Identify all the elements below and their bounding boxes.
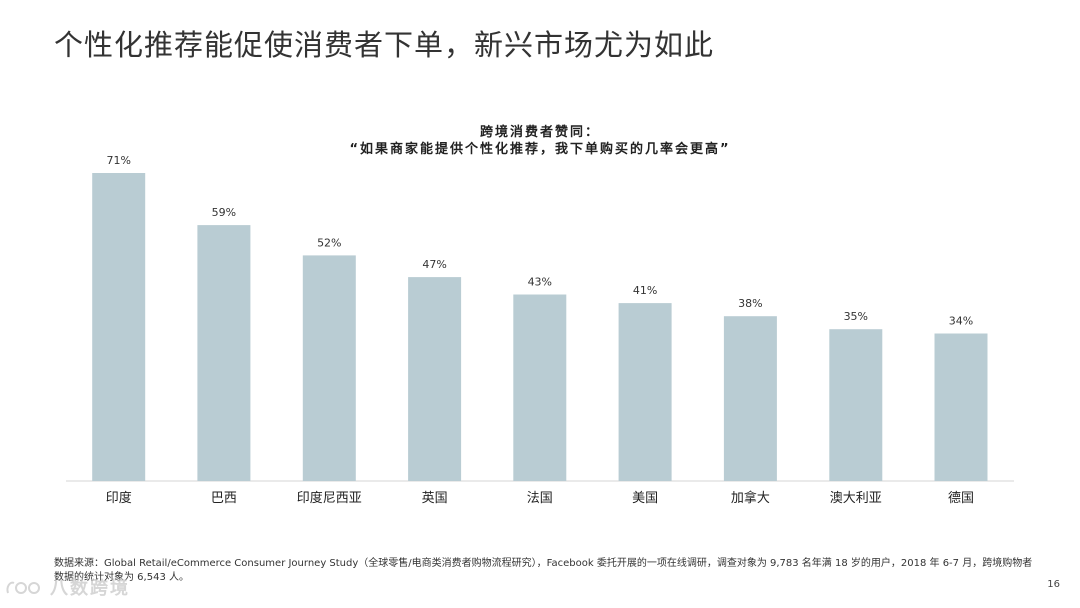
value-label-5: 43%: [528, 276, 552, 289]
value-label-6: 41%: [633, 284, 657, 297]
value-label-9: 34%: [949, 315, 973, 328]
bar-3: [302, 255, 356, 481]
category-label-8: 澳大利亚: [830, 490, 882, 506]
bar-9: [934, 333, 988, 481]
category-label-3: 印度尼西亚: [297, 490, 362, 506]
value-label-2: 59%: [212, 206, 236, 219]
bar-2: [197, 225, 251, 481]
bar-5: [513, 294, 567, 481]
bar-4: [408, 277, 462, 481]
chart-title-line1: 跨境消费者赞同：: [479, 125, 600, 140]
watermark-logo-icon: [6, 581, 40, 594]
value-label-1: 71%: [106, 154, 130, 167]
source-note: 数据来源：Global Retail/eCommerce Consumer Jo…: [54, 558, 1033, 583]
bar-chart: 71% 印度 59% 巴西 52% 印度尼西亚 47% 英国 43% 法国 41% 美国 38% 加拿大 3…: [66, 154, 1014, 506]
chart-title-line2: “如果商家能提供个性化推荐，我下单购买的几率会更高”: [349, 142, 731, 157]
category-label-7: 加拿大: [731, 490, 770, 506]
category-label-4: 英国: [422, 491, 448, 506]
category-label-1: 印度: [106, 490, 132, 506]
watermark-text: 八数跨境: [50, 578, 130, 599]
value-label-7: 38%: [738, 297, 762, 310]
category-label-6: 美国: [632, 491, 658, 506]
value-label-3: 52%: [317, 236, 341, 249]
bar-8: [829, 329, 883, 481]
bar-1: [92, 173, 146, 481]
bar-6: [618, 303, 672, 481]
category-label-5: 法国: [527, 491, 553, 506]
value-label-8: 35%: [844, 310, 868, 323]
page-number: 16: [1047, 579, 1060, 590]
category-label-2: 巴西: [211, 491, 237, 506]
page-title: 个性化推荐能促使消费者下单，新兴市场尤为如此: [54, 28, 715, 62]
watermark: 八数跨境: [4, 574, 130, 600]
value-label-4: 47%: [422, 258, 446, 271]
bar-7: [723, 316, 777, 481]
category-label-9: 德国: [948, 491, 974, 506]
